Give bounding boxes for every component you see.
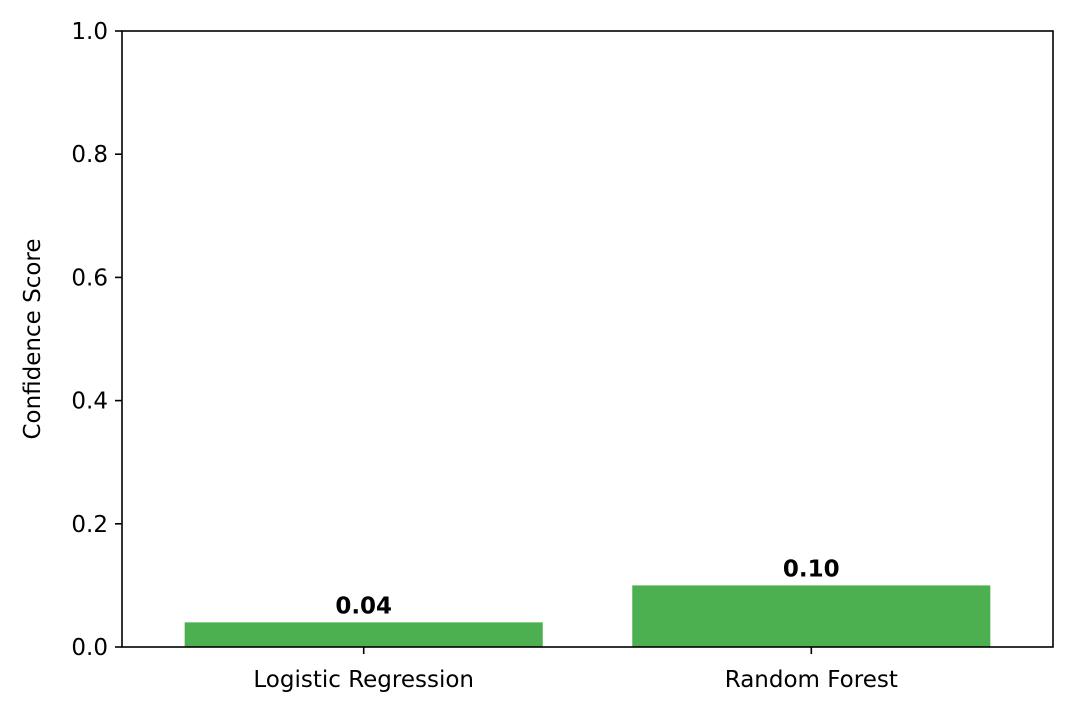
y-axis-ticks: 0.0 0.2 0.4 0.6 0.8 1.0: [71, 19, 122, 661]
y-tick-label: 0.2: [71, 512, 108, 538]
x-tick-label: Logistic Regression: [253, 667, 474, 693]
data-label: 0.10: [783, 556, 840, 582]
y-tick-label: 0.4: [71, 389, 108, 415]
y-tick-label: 0.0: [71, 635, 108, 661]
bar-logistic-regression: [184, 622, 543, 647]
y-tick-label: 0.8: [71, 142, 108, 168]
y-tick-label: 1.0: [71, 19, 108, 45]
data-label: 0.04: [335, 593, 392, 619]
x-tick-label: Random Forest: [725, 667, 898, 693]
x-axis-ticks: Logistic Regression Random Forest: [253, 647, 898, 693]
y-tick-label: 0.6: [71, 265, 108, 291]
data-labels: 0.04 0.10: [335, 556, 839, 619]
y-axis-title: Confidence Score: [20, 238, 46, 439]
bar-random-forest: [632, 585, 991, 647]
bars-layer: [184, 585, 991, 647]
plot-frame: [121, 30, 1054, 648]
axes-layer: [121, 30, 1054, 648]
